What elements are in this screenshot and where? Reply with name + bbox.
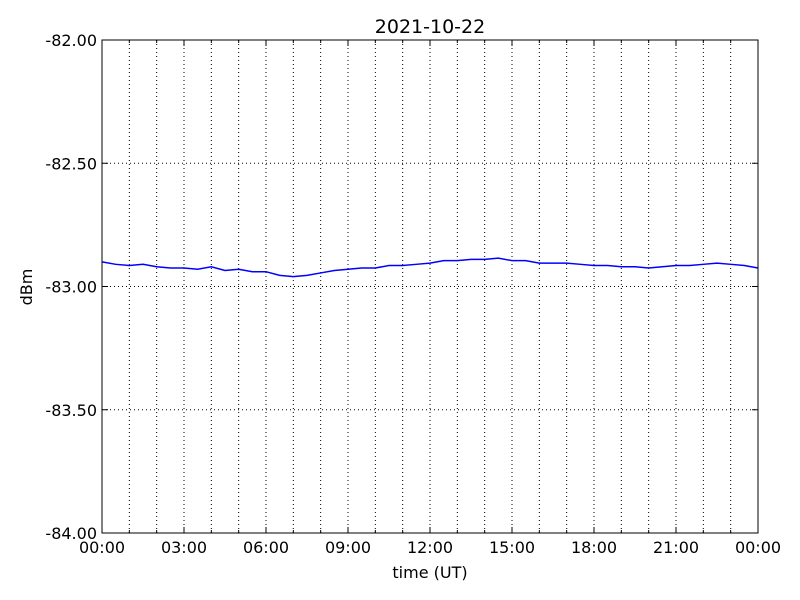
y-tick-label: -83.50 [45, 401, 97, 420]
x-tick-label: 18:00 [571, 538, 617, 557]
x-tick-label: 12:00 [407, 538, 453, 557]
chart-title: 2021-10-22 [375, 16, 485, 38]
x-tick-label: 00:00 [79, 538, 125, 557]
x-tick-label: 00:00 [735, 538, 781, 557]
x-tick-label: 03:00 [161, 538, 207, 557]
x-tick-label: 09:00 [325, 538, 371, 557]
y-tick-label: -84.00 [45, 524, 97, 543]
x-axis-label: time (UT) [392, 563, 467, 582]
y-tick-label: -82.00 [45, 31, 97, 50]
plot-frame [101, 39, 759, 534]
x-tick-label: 15:00 [489, 538, 535, 557]
y-tick-label: -82.50 [45, 154, 97, 173]
x-tick-label: 21:00 [653, 538, 699, 557]
x-tick-label: 06:00 [243, 538, 289, 557]
data-line [101, 257, 759, 278]
y-axis-label: dBm [17, 269, 36, 306]
y-tick-label: -83.00 [45, 278, 97, 297]
